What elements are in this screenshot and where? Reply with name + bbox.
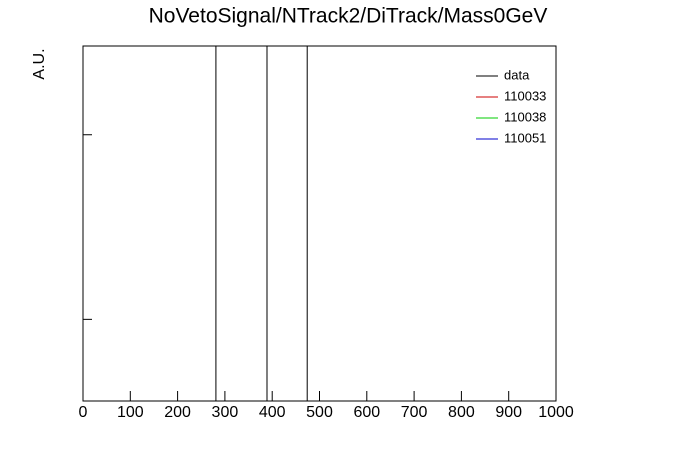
x-tick-label: 100 xyxy=(117,404,144,421)
y-axis-label: A.U. xyxy=(31,48,48,79)
x-tick-label: 600 xyxy=(353,404,380,421)
x-tick-label: 800 xyxy=(448,404,475,421)
x-tick-label: 0 xyxy=(79,404,88,421)
x-tick-label: 1000 xyxy=(538,404,574,421)
x-tick-label: 300 xyxy=(212,404,239,421)
legend-label: 110033 xyxy=(504,88,546,103)
x-tick-label: 500 xyxy=(306,404,333,421)
legend-label: 110038 xyxy=(504,109,546,124)
plot-frame xyxy=(82,45,557,402)
chart-title: NoVetoSignal/NTrack2/DiTrack/Mass0GeV xyxy=(149,5,548,28)
x-tick-label: 400 xyxy=(259,404,286,421)
legend-label: data xyxy=(504,67,530,82)
x-tick-label: 700 xyxy=(401,404,428,421)
legend-label: 110051 xyxy=(504,130,546,145)
x-tick-label: 200 xyxy=(164,404,191,421)
x-tick-label: 900 xyxy=(495,404,522,421)
